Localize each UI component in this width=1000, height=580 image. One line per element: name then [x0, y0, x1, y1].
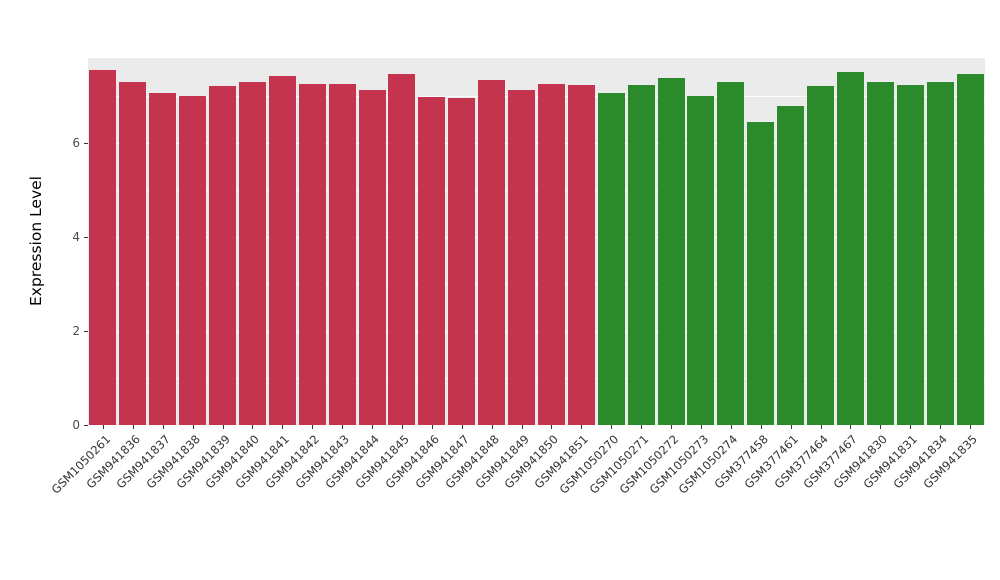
gridline-major	[88, 142, 985, 145]
x-axis-tick	[641, 425, 643, 429]
x-axis-tick	[970, 425, 972, 429]
x-axis-tick	[401, 425, 403, 429]
bar	[418, 96, 446, 425]
x-axis-tick	[491, 425, 493, 429]
x-axis-tick	[730, 425, 732, 429]
x-axis-tick	[431, 425, 433, 429]
x-axis-tick	[581, 425, 583, 429]
gridline-major	[88, 330, 985, 333]
x-axis-tick	[700, 425, 702, 429]
bar	[687, 95, 715, 425]
x-axis-tick	[910, 425, 912, 429]
bar	[238, 81, 266, 425]
x-axis-tick	[671, 425, 673, 429]
gridline-minor	[88, 189, 985, 191]
bar	[508, 90, 535, 425]
bar	[866, 82, 894, 425]
bar	[567, 85, 595, 425]
gridline-minor	[88, 95, 985, 97]
bar	[657, 77, 685, 425]
y-tick-label: 2	[72, 323, 80, 338]
gridline-major	[88, 236, 985, 239]
x-axis-tick	[611, 425, 613, 429]
plot-panel	[88, 58, 985, 427]
bar	[388, 74, 416, 425]
bar	[298, 83, 326, 425]
bar	[268, 75, 296, 425]
y-axis-tick	[84, 236, 88, 238]
x-axis-tick	[132, 425, 134, 429]
x-axis-tick	[102, 425, 104, 429]
bar	[149, 93, 177, 425]
bar	[448, 98, 476, 425]
x-axis-tick	[162, 425, 164, 429]
x-axis-tick	[850, 425, 852, 429]
bar	[328, 83, 356, 425]
x-axis: GSM1050261 GSM941836 GSM941837 GSM941838 GSM…	[48, 432, 985, 572]
x-axis-tick	[372, 425, 374, 429]
bar	[956, 74, 984, 425]
y-tick-label: 6	[72, 135, 80, 150]
y-axis-tick	[84, 330, 88, 332]
x-axis-tick	[192, 425, 194, 429]
bar	[807, 86, 834, 425]
x-axis-tick	[521, 425, 523, 429]
bar	[537, 83, 565, 425]
gridline-minor	[88, 283, 985, 285]
bar	[119, 82, 147, 425]
bar	[777, 106, 805, 425]
bar	[896, 85, 924, 425]
y-axis-tick	[84, 142, 88, 144]
x-axis-tick	[790, 425, 792, 429]
bar	[478, 80, 506, 425]
x-axis-tick	[940, 425, 942, 429]
bar	[597, 93, 625, 425]
x-axis-tick	[880, 425, 882, 429]
gridline-minor	[88, 377, 985, 379]
bar	[926, 82, 954, 425]
x-axis-tick	[222, 425, 224, 429]
x-axis-tick	[312, 425, 314, 429]
x-axis-tick	[461, 425, 463, 429]
y-tick-label: 0	[72, 418, 80, 432]
x-axis-tick	[820, 425, 822, 429]
bar	[209, 86, 236, 425]
bar	[89, 69, 117, 425]
x-axis-tick	[342, 425, 344, 429]
y-axis-tick	[84, 425, 88, 426]
bar	[627, 85, 655, 425]
x-axis-tick	[551, 425, 553, 429]
bar	[836, 72, 864, 425]
bar	[747, 121, 775, 425]
bar	[717, 81, 745, 425]
y-tick-label: 4	[72, 229, 80, 244]
x-axis-tick	[760, 425, 762, 429]
x-axis-tick	[282, 425, 284, 429]
gridline-major	[88, 425, 985, 427]
bar	[358, 90, 386, 425]
bar	[179, 95, 207, 425]
x-axis-tick	[252, 425, 254, 429]
